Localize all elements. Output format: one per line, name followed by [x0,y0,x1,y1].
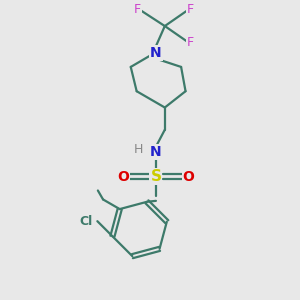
Text: Cl: Cl [80,215,93,228]
Text: N: N [150,46,162,60]
Text: F: F [187,36,194,49]
Text: O: O [117,169,129,184]
Text: H: H [134,143,143,156]
Text: S: S [150,169,161,184]
Text: N: N [150,145,162,159]
Text: O: O [183,169,194,184]
Text: F: F [134,3,141,16]
Text: F: F [187,3,194,16]
